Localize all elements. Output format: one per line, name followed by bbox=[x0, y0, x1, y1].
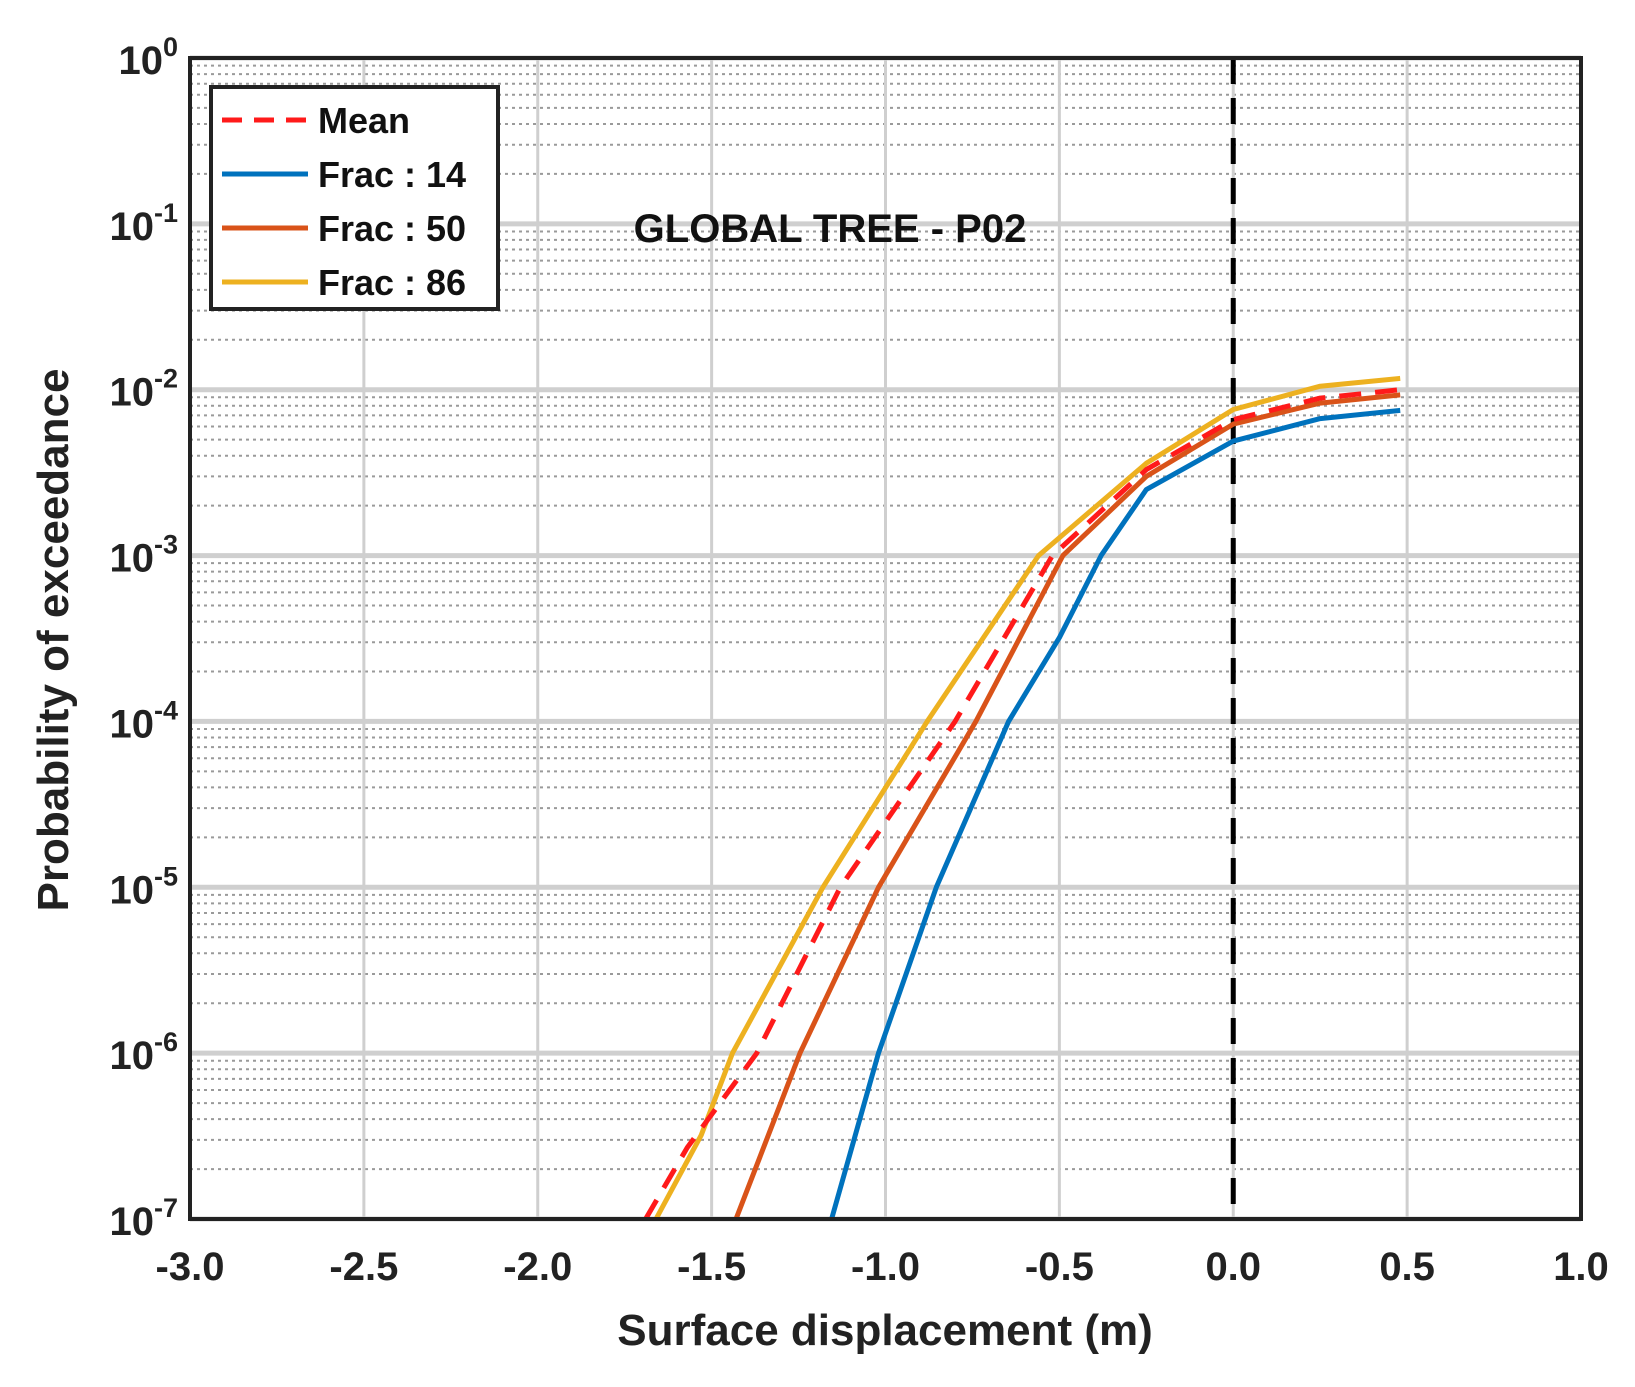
y-tick-label: 10-4 bbox=[109, 695, 178, 746]
x-tick-label: -1.5 bbox=[677, 1245, 746, 1289]
legend-box bbox=[209, 85, 500, 311]
y-tick-label: 10-6 bbox=[109, 1027, 178, 1078]
x-tick-label: 0.0 bbox=[1205, 1245, 1261, 1289]
legend-label: Frac : 86 bbox=[318, 262, 466, 303]
x-axis-label: Surface displacement (m) bbox=[617, 1306, 1153, 1355]
chart-title: GLOBAL TREE - P02 bbox=[634, 207, 1027, 251]
series-line-mean bbox=[643, 387, 1401, 1221]
series-line-frac-50 bbox=[733, 392, 1401, 1220]
y-tick-label: 10-2 bbox=[109, 364, 178, 415]
x-tick-label: -3.0 bbox=[156, 1245, 225, 1289]
series-lines bbox=[643, 375, 1401, 1221]
x-tick-label: 0.5 bbox=[1379, 1245, 1435, 1289]
y-axis-label: Probability of exceedance bbox=[29, 369, 78, 912]
series-line-frac-14 bbox=[829, 407, 1401, 1220]
y-tick-label: 10-7 bbox=[109, 1193, 178, 1244]
series-line-frac-86 bbox=[653, 375, 1401, 1221]
y-tick-label: 100 bbox=[118, 32, 178, 83]
x-tick-label: -2.0 bbox=[503, 1245, 572, 1289]
x-tick-labels: -3.0 -2.5 -2.0 -1.5 -1.0 -0.5 0.0 0.5 1.0 bbox=[156, 1245, 1609, 1289]
legend: Mean Frac : 14 Frac : 50 Frac : 86 bbox=[209, 85, 500, 311]
y-tick-label: 10-5 bbox=[109, 861, 178, 912]
legend-label: Mean bbox=[318, 100, 410, 141]
x-tick-label: -1.0 bbox=[851, 1245, 920, 1289]
x-tick-label: -2.5 bbox=[329, 1245, 398, 1289]
y-tick-label: 10-3 bbox=[109, 530, 178, 581]
legend-label: Frac : 14 bbox=[318, 154, 466, 195]
plot-frame bbox=[188, 56, 1583, 1221]
x-tick-label: -0.5 bbox=[1025, 1245, 1094, 1289]
legend-label: Frac : 50 bbox=[318, 208, 466, 249]
y-tick-labels: 10-7 10-6 10-5 10-4 10-3 10-2 10-1 100 bbox=[109, 32, 178, 1244]
y-tick-label: 10-1 bbox=[109, 198, 178, 249]
x-tick-label: 1.0 bbox=[1553, 1245, 1609, 1289]
